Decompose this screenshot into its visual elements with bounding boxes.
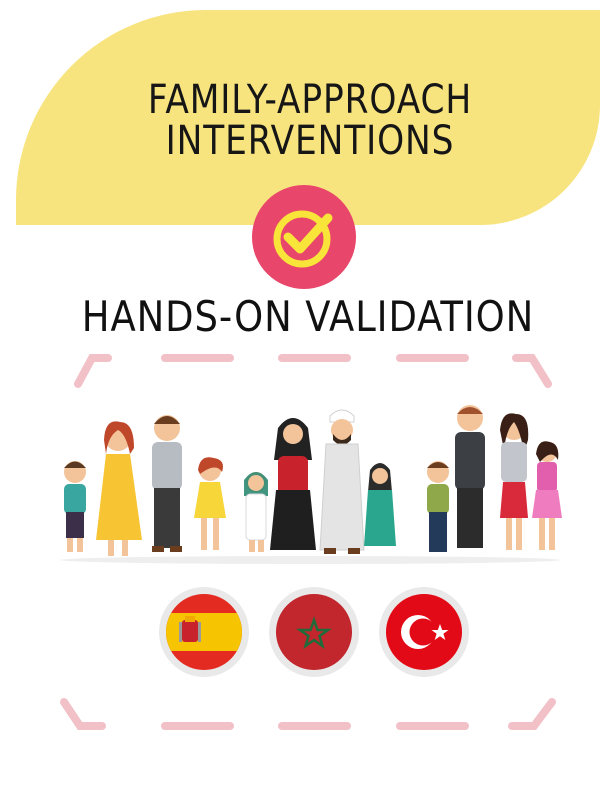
checkmark-circle-icon <box>252 185 356 289</box>
section-subtitle: HANDS-ON VALIDATION <box>81 292 535 341</box>
spain-flag-icon <box>159 587 249 677</box>
family-western <box>64 415 226 556</box>
families-illustration <box>60 405 562 564</box>
page-title: FAMILY-APPROACH INTERVENTIONS <box>95 80 525 162</box>
morocco-flag-icon <box>269 587 359 677</box>
dashed-frame <box>60 354 556 730</box>
turkey-flag-icon <box>379 587 469 677</box>
family-european <box>427 405 562 552</box>
title-line-1: FAMILY-APPROACH <box>147 77 473 123</box>
family-arab <box>244 409 396 554</box>
title-line-2: INTERVENTIONS <box>165 118 455 164</box>
